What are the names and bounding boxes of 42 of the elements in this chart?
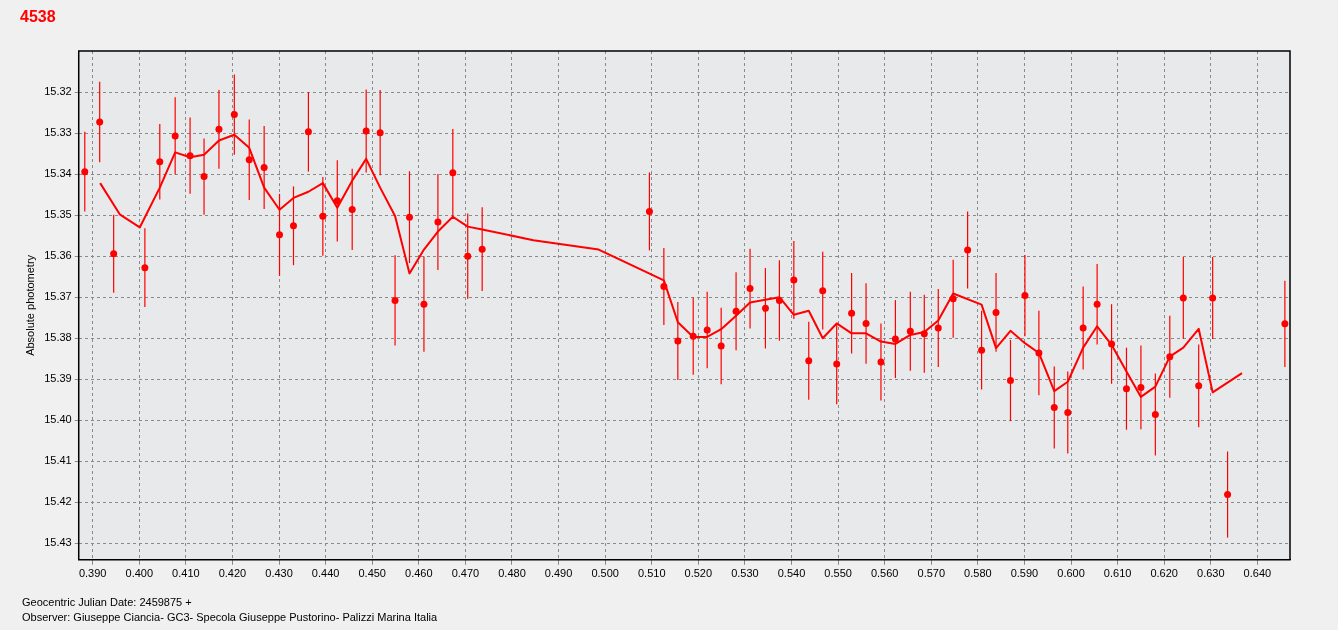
y-tick-label: 15.38: [44, 331, 72, 344]
y-tick-label: 15.43: [44, 536, 72, 549]
x-tick-label: 0.630: [1197, 567, 1225, 580]
x-tick-label: 0.600: [1057, 567, 1085, 580]
y-tick-label: 15.37: [44, 290, 72, 303]
x-axis-title: Geocentric Julian Date: 2459875 +: [22, 596, 192, 608]
y-tick-label: 15.36: [44, 249, 72, 262]
x-tick-label: 0.540: [777, 567, 806, 580]
y-tick-label: 15.33: [44, 126, 72, 139]
y-tick-label: 15.32: [44, 85, 72, 98]
x-tick-label: 0.420: [218, 567, 247, 580]
x-tick-label: 0.410: [172, 567, 200, 580]
x-tick-label: 0.470: [451, 567, 480, 580]
x-tick-label: 0.390: [78, 567, 107, 580]
x-tick-label: 0.620: [1150, 567, 1178, 580]
y-tick-label: 15.40: [44, 413, 72, 426]
x-tick-label: 0.480: [498, 567, 526, 580]
y-tick-label: 15.34: [44, 167, 72, 180]
x-tick-label: 0.490: [544, 567, 573, 580]
chart-title: 4538: [20, 8, 56, 26]
y-axis-title: Absolute photometry: [23, 254, 36, 356]
y-tick-label: 15.42: [44, 495, 72, 508]
y-tick-label: 15.41: [44, 454, 72, 467]
x-tick-label: 0.430: [265, 567, 293, 580]
x-tick-label: 0.440: [311, 567, 340, 580]
y-tick-label: 15.39: [44, 372, 72, 385]
x-tick-label: 0.560: [870, 567, 899, 580]
text: Observer: Giuseppe Ciancia- GC3- Specola Giuseppe Pustorino- Palizzi Marina Italia: [22, 611, 438, 623]
x-tick-label: 0.520: [684, 567, 713, 580]
x-tick-label: 0.640: [1243, 567, 1272, 580]
x-tick-label: 0.530: [731, 567, 759, 580]
x-tick-label: 0.550: [824, 567, 852, 580]
x-tick-label: 0.400: [125, 567, 154, 580]
y-tick-label: 15.35: [44, 208, 72, 221]
x-tick-label: 0.610: [1103, 567, 1132, 580]
x-tick-label: 0.460: [405, 567, 433, 580]
x-tick-label: 0.510: [637, 567, 666, 580]
x-tick-label: 0.570: [917, 567, 946, 580]
x-tick-label: 0.590: [1010, 567, 1039, 580]
x-tick-label: 0.500: [591, 567, 619, 580]
x-tick-label: 0.580: [964, 567, 992, 580]
x-tick-label: 0.450: [358, 567, 386, 580]
